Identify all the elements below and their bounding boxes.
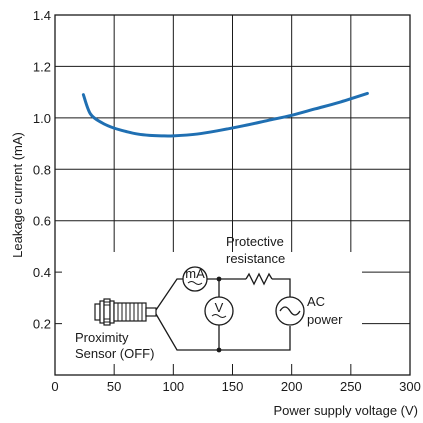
- voltmeter-label: V: [215, 300, 224, 315]
- proximity-sensor-icon: [94, 298, 157, 326]
- ac-label-line2: power: [307, 312, 343, 327]
- sensor-label-line1: Proximity: [75, 330, 129, 345]
- y-tick-label: 0.4: [33, 265, 51, 280]
- x-tick-label: 100: [162, 379, 184, 394]
- x-tick-label: 50: [107, 379, 121, 394]
- y-tick-label: 1.0: [33, 111, 51, 126]
- series-layer: [81, 91, 369, 138]
- circuit-diagram: mA V Protective resistance AC power Prox…: [62, 234, 362, 364]
- y-tick-label: 0.8: [33, 162, 51, 177]
- x-axis-label: Power supply voltage (V): [273, 403, 418, 418]
- x-tick-label: 200: [281, 379, 303, 394]
- x-tick-label: 0: [51, 379, 58, 394]
- resistor-label-line2: resistance: [226, 251, 285, 266]
- y-tick-label: 0.6: [33, 214, 51, 229]
- voltmeter-icon: [204, 296, 234, 326]
- x-tick-label: 300: [399, 379, 421, 394]
- plot-frame: [54, 14, 411, 376]
- ammeter-label: mA: [185, 266, 205, 281]
- tick-labels: 0 50 100 150 200 250 300 0.2 0.4 0.6 0.8 1.0 1.2 1.4: [33, 8, 421, 394]
- sensor-label-line2: Sensor (OFF): [75, 346, 154, 361]
- ac-label-line1: AC: [307, 294, 325, 309]
- x-tick-label: 150: [222, 379, 244, 394]
- y-axis-label: Leakage current (mA): [10, 132, 25, 258]
- y-tick-label: 1.2: [33, 59, 51, 74]
- x-tick-label: 250: [340, 379, 362, 394]
- ammeter-icon: [182, 266, 208, 292]
- y-tick-label: 1.4: [33, 8, 51, 23]
- y-tick-label: 0.2: [33, 317, 51, 332]
- leakage-current-curve: [81, 91, 369, 138]
- resistor-label-line1: Protective: [226, 234, 284, 249]
